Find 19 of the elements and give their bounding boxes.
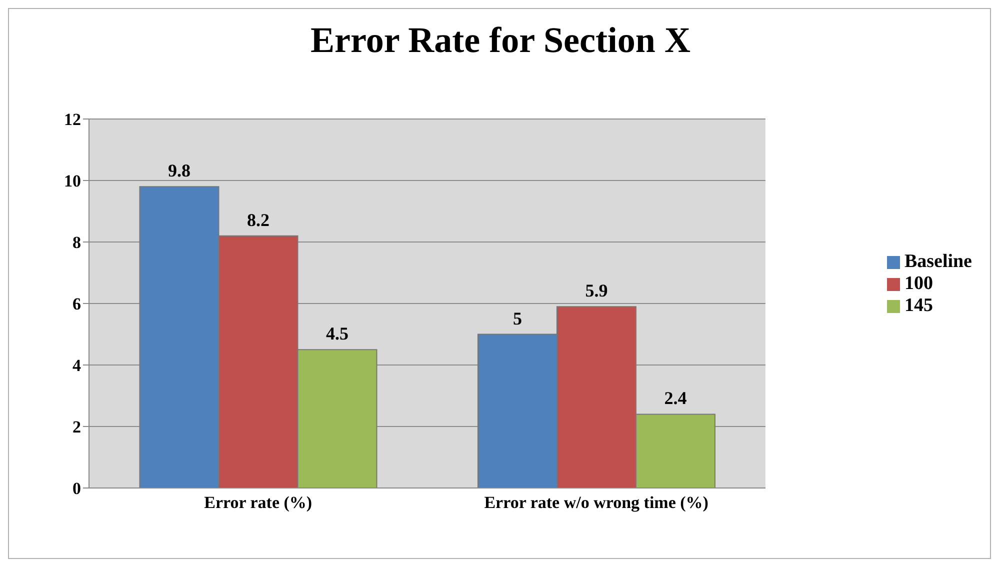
data-label: 9.8 [168, 160, 190, 181]
x-tick-label: Error rate w/o wrong time (%) [484, 493, 708, 512]
legend-label: 100 [904, 272, 933, 294]
y-tick-label: 10 [64, 172, 81, 191]
y-tick-label: 2 [72, 418, 81, 437]
legend-label: 145 [904, 294, 933, 316]
y-tick-label: 6 [72, 294, 81, 314]
y-tick-label: 4 [72, 356, 82, 376]
legend-label: Baseline [904, 250, 972, 272]
x-tick-label: Error rate (%) [204, 493, 312, 512]
y-tick-label: 0 [72, 479, 81, 498]
data-label: 5 [512, 308, 522, 328]
data-label: 5.9 [585, 280, 608, 301]
chart-title: Error Rate for Section X [310, 19, 692, 61]
data-label: 2.4 [664, 388, 687, 408]
data-label: 8.2 [246, 210, 270, 230]
y-tick-label: 12 [64, 110, 81, 130]
y-tick-label: 8 [72, 233, 81, 252]
data-label: 4.5 [326, 324, 348, 344]
